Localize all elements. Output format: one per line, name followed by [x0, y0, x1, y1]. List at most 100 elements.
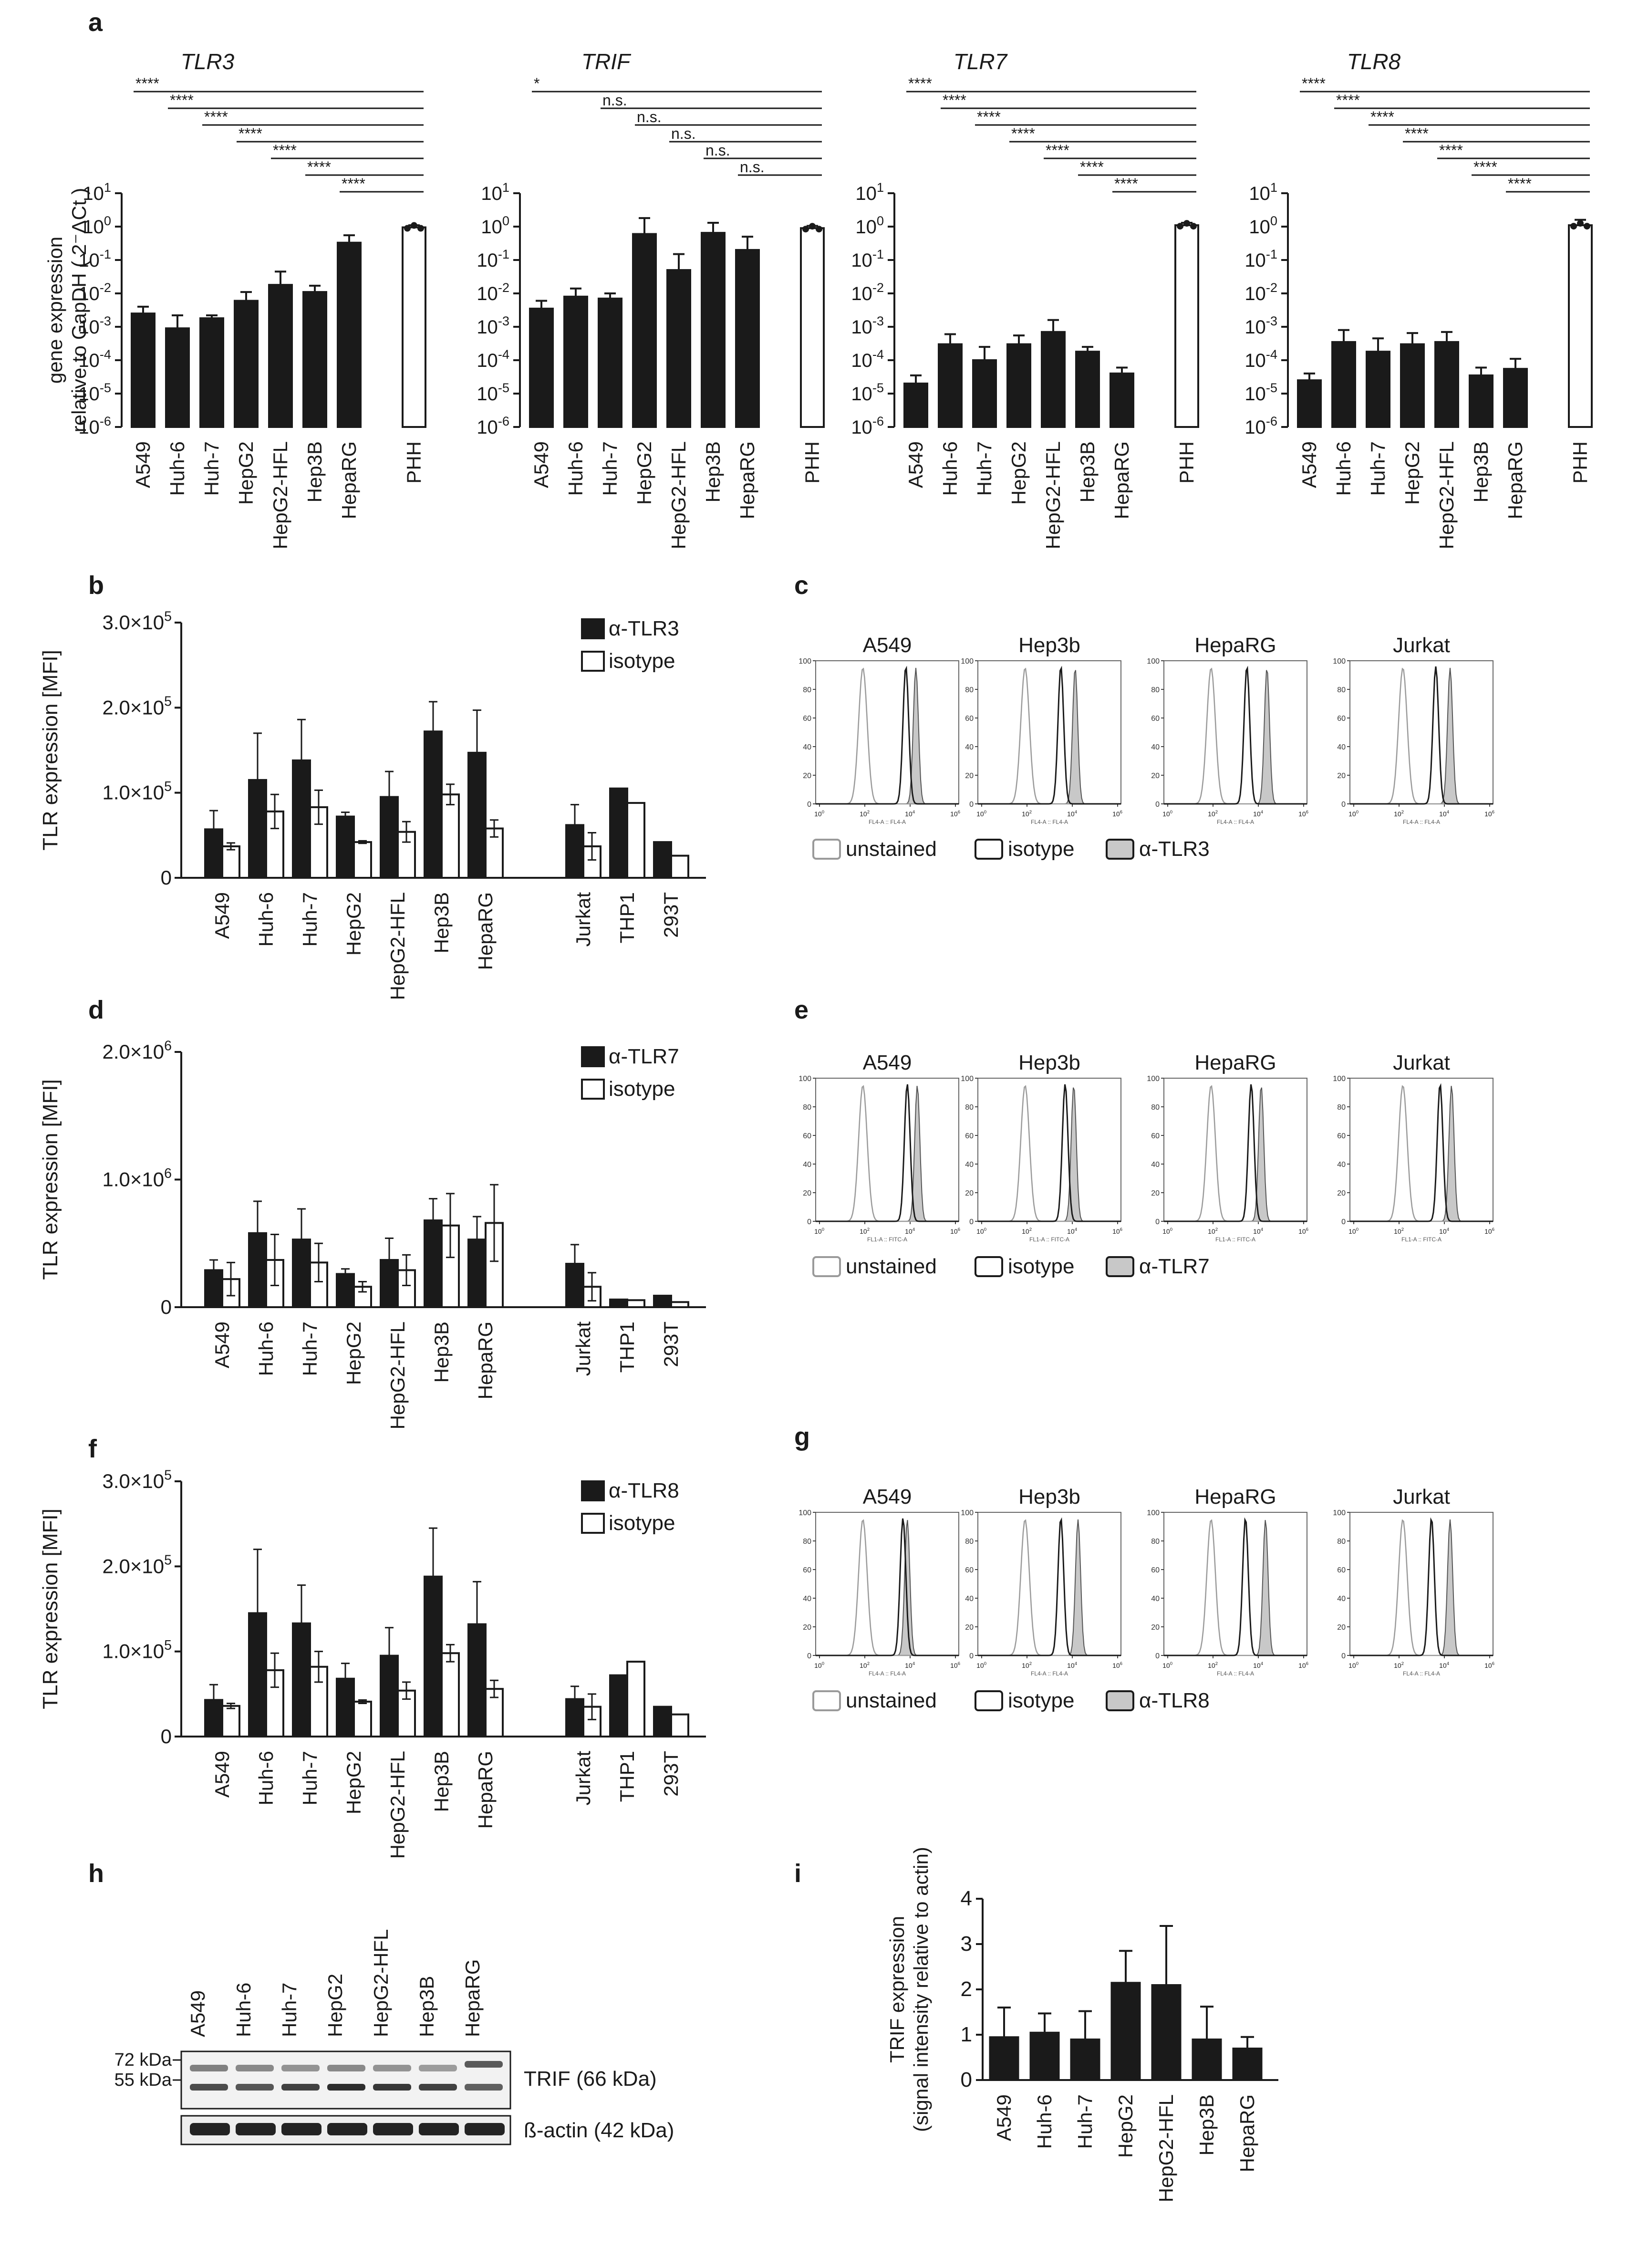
- chart-title: TRIF: [581, 49, 632, 74]
- y-tick-label: 1.0×105: [102, 779, 172, 804]
- bar-Hep3B: [302, 291, 327, 428]
- tick-exponent: -5: [872, 380, 884, 395]
- hist-x-tick-label: 106: [1298, 1227, 1308, 1235]
- category-label: HepG2: [1114, 2094, 1137, 2158]
- tick-exponent: 0: [1270, 213, 1277, 228]
- trif-blot: [180, 2050, 511, 2110]
- category-label: HepG2-HFL: [1435, 441, 1458, 549]
- hist-x-tick-label: 102: [1208, 810, 1218, 818]
- hist-x-tick-label: 106: [1484, 1661, 1494, 1669]
- hist-x-tick-label: 104: [1067, 1227, 1078, 1235]
- hist-x-tick-label: 102: [860, 1227, 870, 1235]
- category-label: HepaRG: [474, 1751, 497, 1829]
- hist-x-tick-label: 104: [905, 810, 915, 818]
- hist-y-tick-label: 100: [961, 657, 974, 666]
- tick-exponent: 4: [1261, 1227, 1264, 1232]
- hist-y-tick-label: 60: [1151, 1132, 1160, 1140]
- tick-base: 10: [481, 217, 502, 238]
- y-axis-label-line2: relative to GapDH ( 2⁻ΔCt ): [68, 188, 90, 432]
- tick-base: 10: [1067, 1662, 1075, 1669]
- lane-label: HepaRG: [461, 1959, 484, 2037]
- tick-exponent: 6: [164, 1166, 172, 1181]
- hist-x-tick-label: 106: [950, 1227, 960, 1235]
- hist-x-tick-label: 106: [1112, 1227, 1122, 1235]
- hist-x-tick-label: 104: [1439, 1227, 1450, 1235]
- tick-base: 10: [1439, 810, 1447, 818]
- tick-exponent: -4: [100, 347, 111, 362]
- hist-y-tick-label: 20: [1337, 772, 1346, 780]
- bar-Hep3B: [701, 232, 726, 428]
- hist-x-tick-label: 102: [860, 1661, 870, 1669]
- hist-y-tick-label: 60: [1337, 1132, 1346, 1140]
- tick-base: 2.0×10: [102, 696, 164, 718]
- hist-y-tick-label: 40: [1151, 743, 1160, 751]
- category-label: HepaRG: [1236, 2094, 1258, 2172]
- category-label: HepG2: [1007, 441, 1030, 505]
- tick-base: 10: [78, 384, 100, 405]
- hist-y-tick-label: 0: [969, 1652, 974, 1660]
- y-tick-label: 10-4: [851, 347, 884, 371]
- hist-x-tick-label: 104: [905, 1227, 915, 1235]
- bar-THP1-isotype: [626, 1661, 645, 1737]
- tick-exponent: 5: [164, 1553, 172, 1568]
- legend-label-isotype: isotype: [609, 649, 675, 673]
- y-tick-label: 1.0×105: [102, 1638, 172, 1663]
- hist-axis-label: FL4-A :: FL4-A: [1217, 819, 1254, 825]
- trif-band-lower: [419, 2084, 457, 2091]
- bar-THP1-stained: [609, 787, 628, 879]
- isotype-histogram: [978, 666, 1121, 805]
- bar-HepG2: [1110, 1982, 1141, 2081]
- category-label: Huh-7: [1367, 441, 1389, 496]
- bar-Huh-7: [1366, 351, 1390, 428]
- hist-y-tick-label: 80: [803, 686, 811, 694]
- tick-exponent: -2: [498, 280, 509, 295]
- significance-mark: ****: [342, 175, 365, 192]
- hist-y-tick-label: 100: [961, 1075, 974, 1083]
- tick-base: 10: [1348, 1662, 1356, 1669]
- bar-HepG2-HFL: [1041, 331, 1066, 428]
- tick-exponent: 6: [1306, 810, 1308, 815]
- legend-label-isotype: isotype: [609, 1511, 675, 1535]
- tick-base: 10: [477, 350, 498, 371]
- tick-base: 10: [1162, 1662, 1170, 1669]
- tick-exponent: 4: [913, 1661, 915, 1666]
- hist-y-tick-label: 0: [969, 801, 974, 809]
- lane-label: HepG2: [324, 1974, 346, 2037]
- data-point: [411, 222, 417, 229]
- hist-x-tick-label: 106: [1112, 1661, 1122, 1669]
- trif-band-upper: [327, 2065, 365, 2071]
- hist-y-tick-label: 40: [1151, 1595, 1160, 1603]
- tick-base: 10: [78, 417, 100, 438]
- y-tick-label: 0: [161, 1725, 172, 1748]
- y-tick-label: 10-6: [851, 414, 884, 438]
- tick-base: 10: [78, 350, 100, 371]
- y-axis-label-line2: (signal intensity relative to actin): [910, 1847, 932, 2132]
- tick-exponent: -1: [498, 247, 509, 261]
- histogram-frame: [1163, 660, 1307, 804]
- tick-base: 10: [1067, 1228, 1075, 1235]
- y-tick-label: 10-1: [1245, 247, 1277, 271]
- tick-exponent: -1: [100, 247, 111, 261]
- category-label: Hep3B: [1076, 441, 1099, 502]
- hist-x-tick-label: 102: [1394, 810, 1404, 818]
- bar-THP1-stained: [609, 1298, 628, 1308]
- lane-label: Hep3B: [415, 1976, 438, 2037]
- tick-exponent: 2: [867, 810, 870, 815]
- legend-swatch-unstained: [812, 839, 841, 860]
- hist-y-tick-label: 0: [1155, 1218, 1160, 1226]
- y-tick-label: 10-2: [477, 280, 509, 304]
- hist-y-tick-label: 60: [803, 1132, 811, 1140]
- significance-mark: ****: [204, 108, 228, 125]
- hist-axis-label: FL4-A :: FL4-A: [1403, 819, 1440, 825]
- y-tick-label: 10-3: [1245, 313, 1277, 338]
- tick-base: 10: [1249, 217, 1270, 238]
- tick-base: 10: [1112, 810, 1120, 818]
- bar-293T-isotype: [670, 1301, 689, 1309]
- significance-mark: ****: [307, 158, 331, 176]
- legend-swatch-α-TLR7: [1106, 1256, 1134, 1277]
- tick-exponent: 6: [1306, 1227, 1308, 1232]
- hist-axis-label: FL1-A :: FITC-A: [1401, 1236, 1442, 1243]
